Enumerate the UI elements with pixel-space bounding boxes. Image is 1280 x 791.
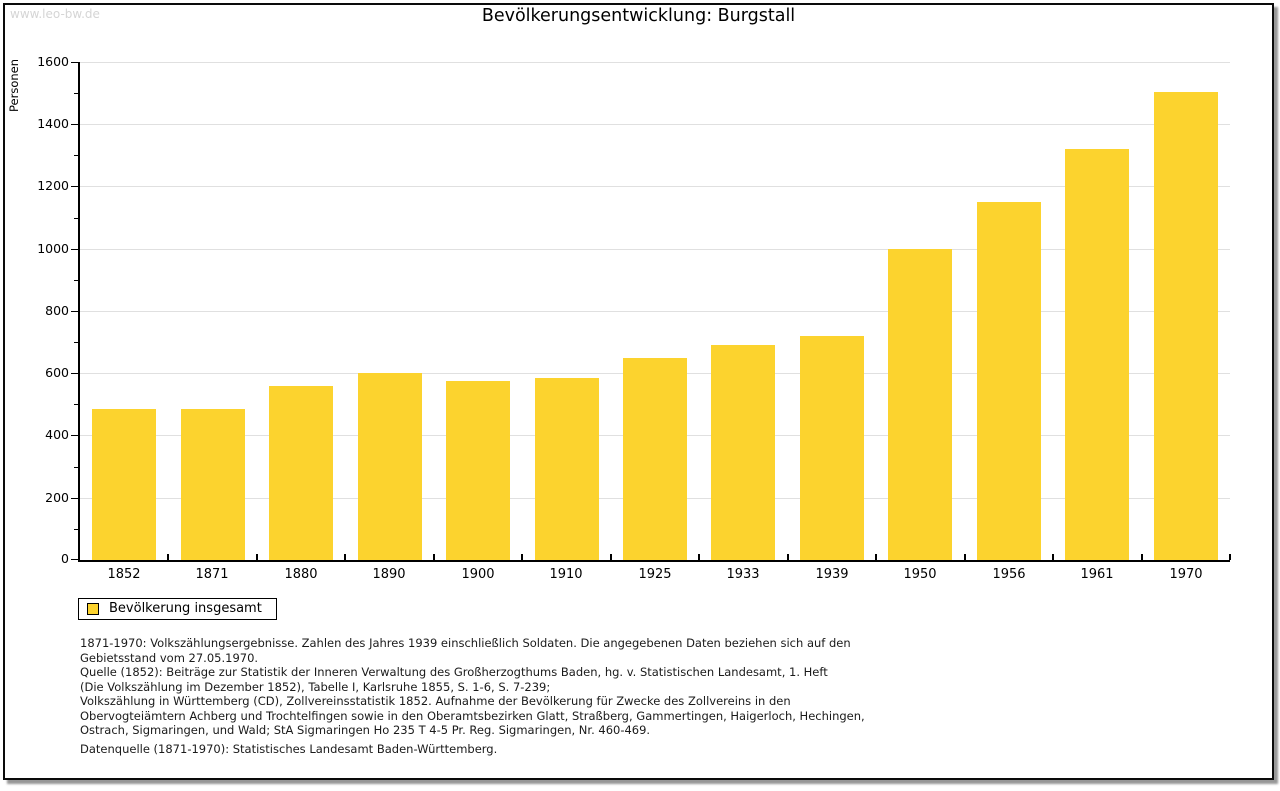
datasource-line: Datenquelle (1871-1970): Statistisches L… xyxy=(80,741,498,756)
y-tick-0 xyxy=(71,559,78,560)
plot-area: 0 200 400 600 800 1000 1200 1400 1600 1852 1871 188… xyxy=(37,54,1231,582)
x-tick-6 xyxy=(610,554,612,560)
footnote-line: 1871-1970: Volkszählungsergebnisse. Zahl… xyxy=(80,636,851,650)
bar-1961 xyxy=(1065,149,1129,560)
footnote-line: (Die Volkszählung im Dezember 1852), Tab… xyxy=(80,679,551,694)
y-tick-minor-1500 xyxy=(74,93,78,94)
y-tick-minor-300 xyxy=(74,467,78,468)
y-tick-minor-1300 xyxy=(74,155,78,156)
x-axis-tick-label: 1880 xyxy=(284,567,318,582)
y-axis-line xyxy=(78,62,80,562)
y-tick-minor-500 xyxy=(74,404,78,405)
x-axis-tick-label: 1910 xyxy=(549,567,583,582)
bar-1950 xyxy=(888,249,952,560)
x-tick-11 xyxy=(1052,554,1054,560)
legend: Bevölkerung insgesamt xyxy=(78,598,277,620)
x-axis-tick-label: 1950 xyxy=(903,567,937,582)
footnote-line: Volkszählung in Württemberg (CD), Zollve… xyxy=(80,694,791,708)
footnote-line: Gebietsstand vom 27.05.1970. xyxy=(80,650,259,665)
x-axis-tick-label: 1925 xyxy=(638,567,672,582)
gridline-1200 xyxy=(80,186,1230,187)
x-axis-tick-label: 1956 xyxy=(992,567,1026,582)
x-axis-tick-label: 1961 xyxy=(1080,567,1114,582)
x-axis-line xyxy=(78,560,1230,562)
bar-1970 xyxy=(1154,92,1218,560)
x-tick-13 xyxy=(1229,554,1231,560)
gridline-1400 xyxy=(80,124,1230,125)
footnote-line: Obervogteiämtern Achberg und Trochtelfin… xyxy=(80,708,865,723)
x-axis-tick-label: 1900 xyxy=(461,567,495,582)
y-tick-1000 xyxy=(71,249,78,250)
y-axis-tick-label: 0 xyxy=(61,551,69,566)
chart-frame: www.leo-bw.de Bevölkerungsentwicklung: B… xyxy=(3,3,1274,780)
legend-label: Bevölkerung insgesamt xyxy=(109,601,262,616)
bar-1933 xyxy=(711,345,775,560)
y-axis-tick-label: 400 xyxy=(45,427,69,442)
y-tick-1600 xyxy=(71,62,78,63)
bar-1852 xyxy=(92,409,156,560)
y-axis-tick-label: 1200 xyxy=(37,178,69,193)
y-tick-200 xyxy=(71,498,78,499)
x-tick-3 xyxy=(344,554,346,560)
x-axis-tick-label: 1890 xyxy=(372,567,406,582)
bar-1939 xyxy=(800,336,864,560)
y-axis-tick-label: 600 xyxy=(45,365,69,380)
y-tick-minor-900 xyxy=(74,280,78,281)
chart-title: Bevölkerungsentwicklung: Burgstall xyxy=(481,6,796,26)
x-tick-5 xyxy=(521,554,523,560)
x-tick-9 xyxy=(875,554,877,560)
bar-1900 xyxy=(446,381,510,560)
x-tick-7 xyxy=(698,554,700,560)
y-tick-1200 xyxy=(71,186,78,187)
x-tick-1 xyxy=(167,554,169,560)
y-tick-minor-100 xyxy=(74,529,78,530)
bar-1956 xyxy=(977,202,1041,560)
y-tick-600 xyxy=(71,373,78,374)
gridline-1600 xyxy=(80,62,1230,63)
y-axis-tick-label: 200 xyxy=(45,490,69,505)
y-axis-tick-label: 1600 xyxy=(37,54,69,69)
x-tick-4 xyxy=(433,554,435,560)
x-tick-10 xyxy=(964,554,966,560)
y-tick-1400 xyxy=(71,124,78,125)
footnote-line: Quelle (1852): Beiträge zur Statistik de… xyxy=(80,665,828,679)
y-axis-tick-label: 1400 xyxy=(37,116,69,131)
x-axis-tick-label: 1939 xyxy=(815,567,849,582)
watermark: www.leo-bw.de xyxy=(10,7,100,21)
x-axis-tick-label: 1852 xyxy=(107,567,141,582)
x-axis-tick-label: 1970 xyxy=(1169,567,1203,582)
x-tick-8 xyxy=(787,554,789,560)
bar-1871 xyxy=(181,409,245,560)
y-tick-minor-1100 xyxy=(74,218,78,219)
bar-1880 xyxy=(269,386,333,560)
x-tick-2 xyxy=(256,554,258,560)
gridline-1000 xyxy=(80,249,1230,250)
footnotes: 1871-1970: Volkszählungsergebnisse. Zahl… xyxy=(80,636,865,756)
y-tick-400 xyxy=(71,435,78,436)
bar-1925 xyxy=(623,358,687,560)
y-axis-tick-label: 800 xyxy=(45,303,69,318)
footnote-line: Ostrach, Sigmaringen, und Wald; StA Sigm… xyxy=(80,723,651,737)
x-tick-12 xyxy=(1141,554,1143,560)
x-axis-tick-label: 1933 xyxy=(726,567,760,582)
y-tick-minor-700 xyxy=(74,342,78,343)
gridline-800 xyxy=(80,311,1230,312)
legend-swatch xyxy=(87,603,99,615)
y-axis-label: Personen xyxy=(7,58,21,112)
x-axis-tick-label: 1871 xyxy=(195,567,229,582)
y-axis-tick-label: 1000 xyxy=(37,241,69,256)
bar-1910 xyxy=(535,378,599,560)
bar-1890 xyxy=(358,373,422,560)
y-tick-800 xyxy=(71,311,78,312)
